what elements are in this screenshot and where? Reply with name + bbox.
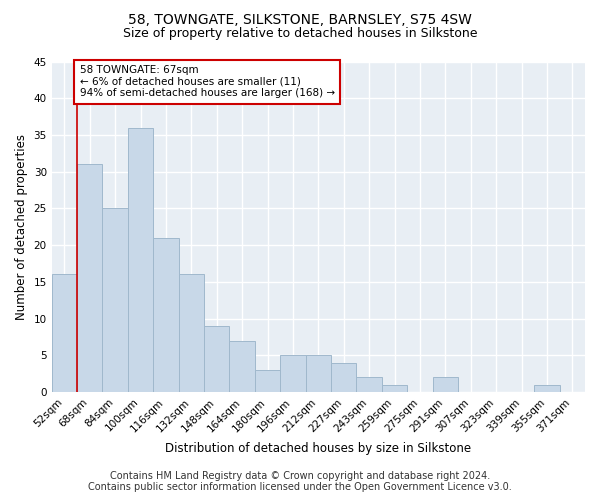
Bar — [128, 128, 153, 392]
Bar — [534, 384, 560, 392]
Bar — [255, 370, 280, 392]
Bar — [356, 378, 382, 392]
Bar — [179, 274, 204, 392]
X-axis label: Distribution of detached houses by size in Silkstone: Distribution of detached houses by size … — [165, 442, 472, 455]
Bar — [229, 340, 255, 392]
Bar — [280, 355, 305, 392]
Bar — [331, 362, 356, 392]
Bar — [153, 238, 179, 392]
Bar — [52, 274, 77, 392]
Bar — [305, 355, 331, 392]
Y-axis label: Number of detached properties: Number of detached properties — [15, 134, 28, 320]
Text: 58 TOWNGATE: 67sqm
← 6% of detached houses are smaller (11)
94% of semi-detached: 58 TOWNGATE: 67sqm ← 6% of detached hous… — [80, 65, 335, 98]
Bar — [103, 208, 128, 392]
Bar — [204, 326, 229, 392]
Bar — [77, 164, 103, 392]
Bar — [433, 378, 458, 392]
Text: Contains HM Land Registry data © Crown copyright and database right 2024.
Contai: Contains HM Land Registry data © Crown c… — [88, 471, 512, 492]
Text: 58, TOWNGATE, SILKSTONE, BARNSLEY, S75 4SW: 58, TOWNGATE, SILKSTONE, BARNSLEY, S75 4… — [128, 12, 472, 26]
Bar — [382, 384, 407, 392]
Text: Size of property relative to detached houses in Silkstone: Size of property relative to detached ho… — [123, 28, 477, 40]
